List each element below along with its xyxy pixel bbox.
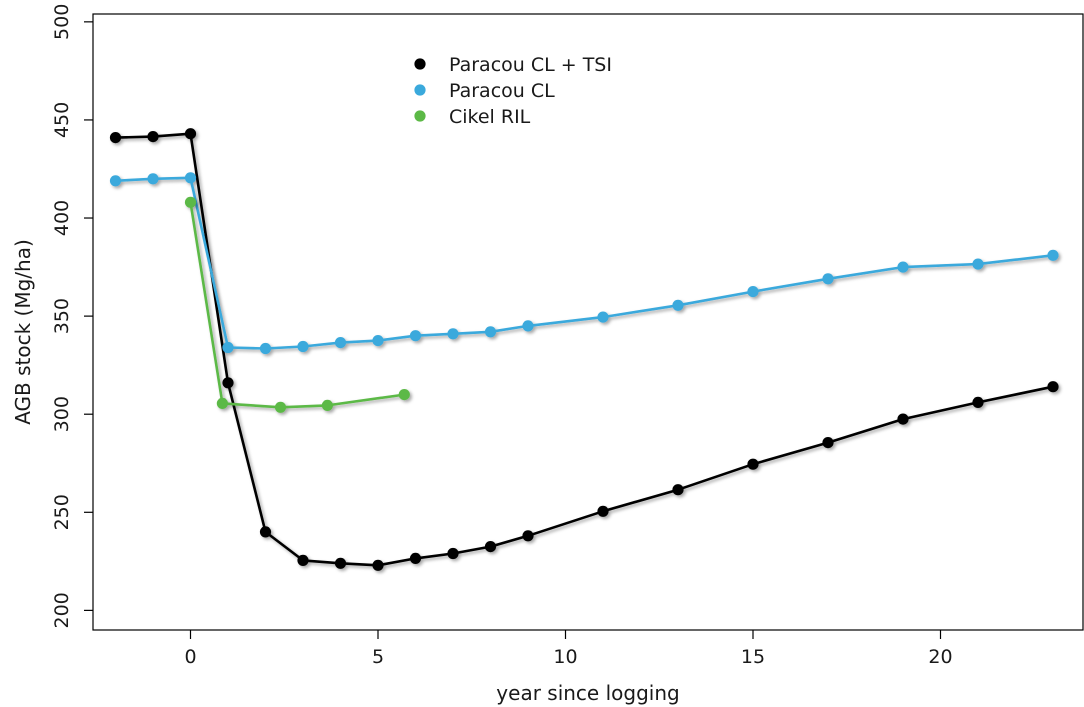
x-tick-label: 10 [553,646,577,668]
data-point [216,397,228,409]
series-2 [109,172,1059,355]
x-tick-label: 15 [741,646,765,668]
data-point [372,559,384,571]
data-point [1047,249,1059,261]
data-point [297,554,309,567]
legend-label: Paracou CL + TSI [449,54,612,76]
data-point [1047,381,1059,393]
data-point [222,341,234,354]
data-point [522,530,534,542]
data-point [597,505,609,517]
data-point [672,484,684,496]
data-point [822,437,834,449]
data-point [398,389,410,401]
y-tick-label: 500 [51,4,73,40]
y-tick-label: 450 [51,102,73,138]
data-point [147,173,159,185]
data-point [484,326,497,338]
y-axis: 200 250 300 350 400 450 500 [51,4,93,629]
data-point [522,320,534,332]
data-point [747,458,759,470]
y-tick-label: 200 [51,592,73,628]
data-point [297,340,309,353]
y-tick-label: 350 [51,298,73,334]
legend-marker [414,110,426,122]
x-tick-label: 5 [372,646,384,668]
legend-marker [414,58,426,70]
x-tick-label: 20 [928,646,952,668]
data-point [972,396,984,408]
data-point [321,399,333,411]
data-point [372,335,384,347]
series-1 [109,128,1059,571]
series-line [189,202,405,409]
data-point [259,342,272,355]
data-point [184,196,197,208]
data-point [447,328,459,340]
data-point [334,557,347,569]
y-tick-label: 400 [51,200,73,236]
data-point [184,128,197,140]
y-tick-label: 300 [51,396,73,432]
series-group [109,128,1059,571]
legend: Paracou CL + TSI Paracou CL Cikel RIL [414,54,612,128]
data-point [409,330,422,342]
x-tick-label: 0 [184,646,196,668]
data-point [972,258,984,270]
legend-marker [414,84,426,96]
data-point [259,526,272,538]
plot-frame [92,13,1084,631]
data-point [334,337,347,349]
legend-label: Cikel RIL [449,106,531,128]
data-point [222,377,234,389]
y-tick-label: 250 [51,494,73,530]
data-point [747,286,759,298]
data-point [897,413,909,425]
data-point [597,311,609,323]
data-point [897,261,909,273]
data-point [672,299,684,311]
plot-border [92,13,1084,631]
y-axis-title: AGB stock (Mg/ha) [11,239,35,425]
series-line [115,176,1054,350]
data-point [274,401,287,413]
data-point [822,273,834,285]
data-point [184,172,197,184]
data-point [109,132,122,144]
legend-label: Paracou CL [449,80,555,102]
data-point [484,541,497,553]
data-point [447,547,459,560]
series-3 [184,196,410,413]
x-axis-title: year since logging [496,681,679,705]
x-axis: 0 5 10 15 20 [184,630,953,668]
data-point [109,175,122,187]
data-point [147,131,159,143]
data-point [409,552,422,565]
